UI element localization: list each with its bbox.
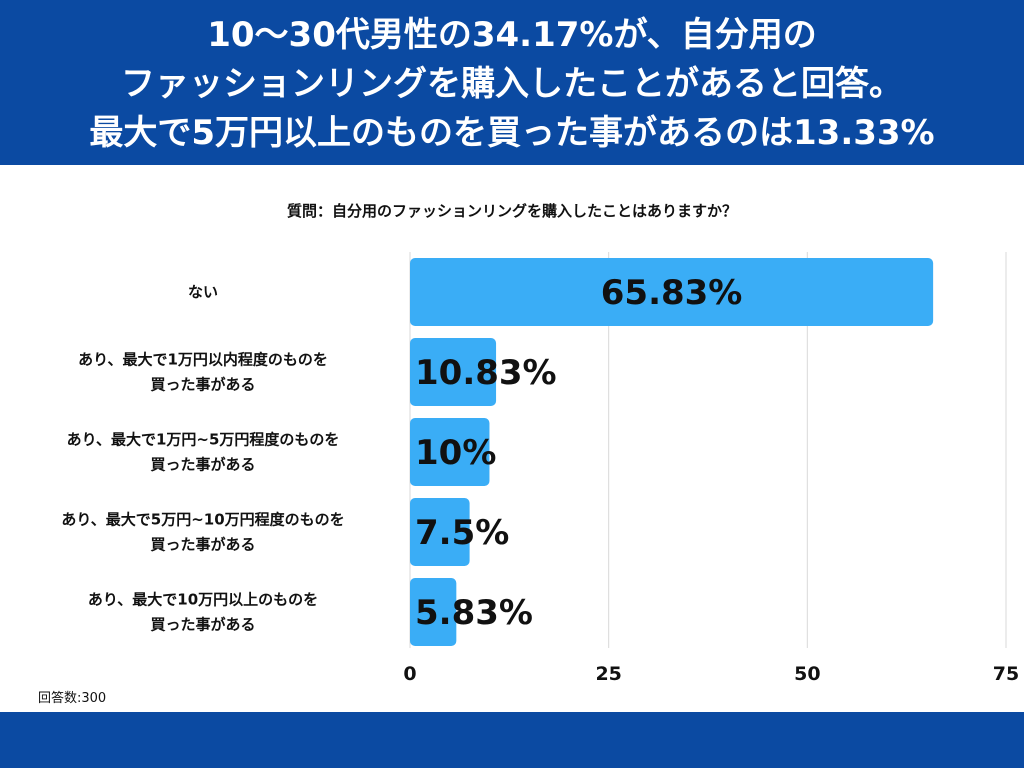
x-tick-label-3: 75 (993, 663, 1019, 685)
bar-2 (410, 418, 490, 486)
bars (410, 258, 934, 646)
x-tick-label-0: 0 (403, 663, 416, 685)
bar-1 (410, 338, 497, 406)
respondent-count: 回答数:300 (38, 691, 107, 706)
bar-3 (410, 498, 470, 566)
category-label-line-4-0: あり、最大で10万円以上のものを (88, 591, 318, 609)
headline-line-3: 最大で5万円以上のものを買った事があるのは13.33% (89, 113, 935, 153)
header-banner: 10〜30代男性の34.17%が、自分用の ファッションリングを購入したことがあ… (0, 0, 1024, 165)
axis-ticks: 0 25 50 75 (403, 663, 1019, 685)
category-label-line-2-0: あり、最大で1万円~5万円程度のものを (67, 431, 340, 449)
category-label-0: ない (188, 283, 218, 301)
category-label-4: あり、最大で10万円以上のものを買った事がある (88, 591, 318, 634)
category-label-line-3-1: 買った事がある (150, 536, 255, 554)
category-label-line-3-0: あり、最大で5万円~10万円程度のものを (61, 511, 344, 529)
value-labels: 65.83% 10.83% 10% 7.5% 5.83% (415, 273, 742, 633)
value-label-0: 65.83% (601, 273, 743, 313)
category-labels: ないあり、最大で1万円以内程度のものを買った事があるあり、最大で1万円~5万円程… (61, 283, 344, 634)
bar-4 (410, 578, 457, 646)
value-label-4: 5.83% (415, 593, 533, 633)
x-tick-label-2: 50 (794, 663, 820, 685)
category-label-3: あり、最大で5万円~10万円程度のものを買った事がある (61, 511, 344, 554)
category-label-2: あり、最大で1万円~5万円程度のものを買った事がある (67, 431, 340, 474)
category-label-line-1-1: 買った事がある (150, 376, 255, 394)
value-label-2: 10% (415, 433, 496, 473)
bar-0 (410, 258, 934, 326)
category-label-1: あり、最大で1万円以内程度のものを買った事がある (78, 351, 328, 394)
chart-title: 質問：自分用のファッションリングを購入したことはありますか？ (286, 202, 737, 220)
category-label-line-1-0: あり、最大で1万円以内程度のものを (78, 351, 328, 369)
category-label-line-0-0: ない (188, 283, 218, 301)
x-tick-label-1: 25 (595, 663, 621, 685)
headline-line-1: 10〜30代男性の34.17%が、自分用の (207, 15, 817, 55)
value-label-1: 10.83% (415, 353, 557, 393)
footer-band (0, 712, 1024, 768)
category-label-line-4-1: 買った事がある (150, 616, 255, 634)
category-label-line-2-1: 買った事がある (150, 456, 255, 474)
headline-line-2: ファッションリングを購入したことがあると回答。 (121, 64, 903, 104)
value-label-3: 7.5% (415, 513, 509, 553)
